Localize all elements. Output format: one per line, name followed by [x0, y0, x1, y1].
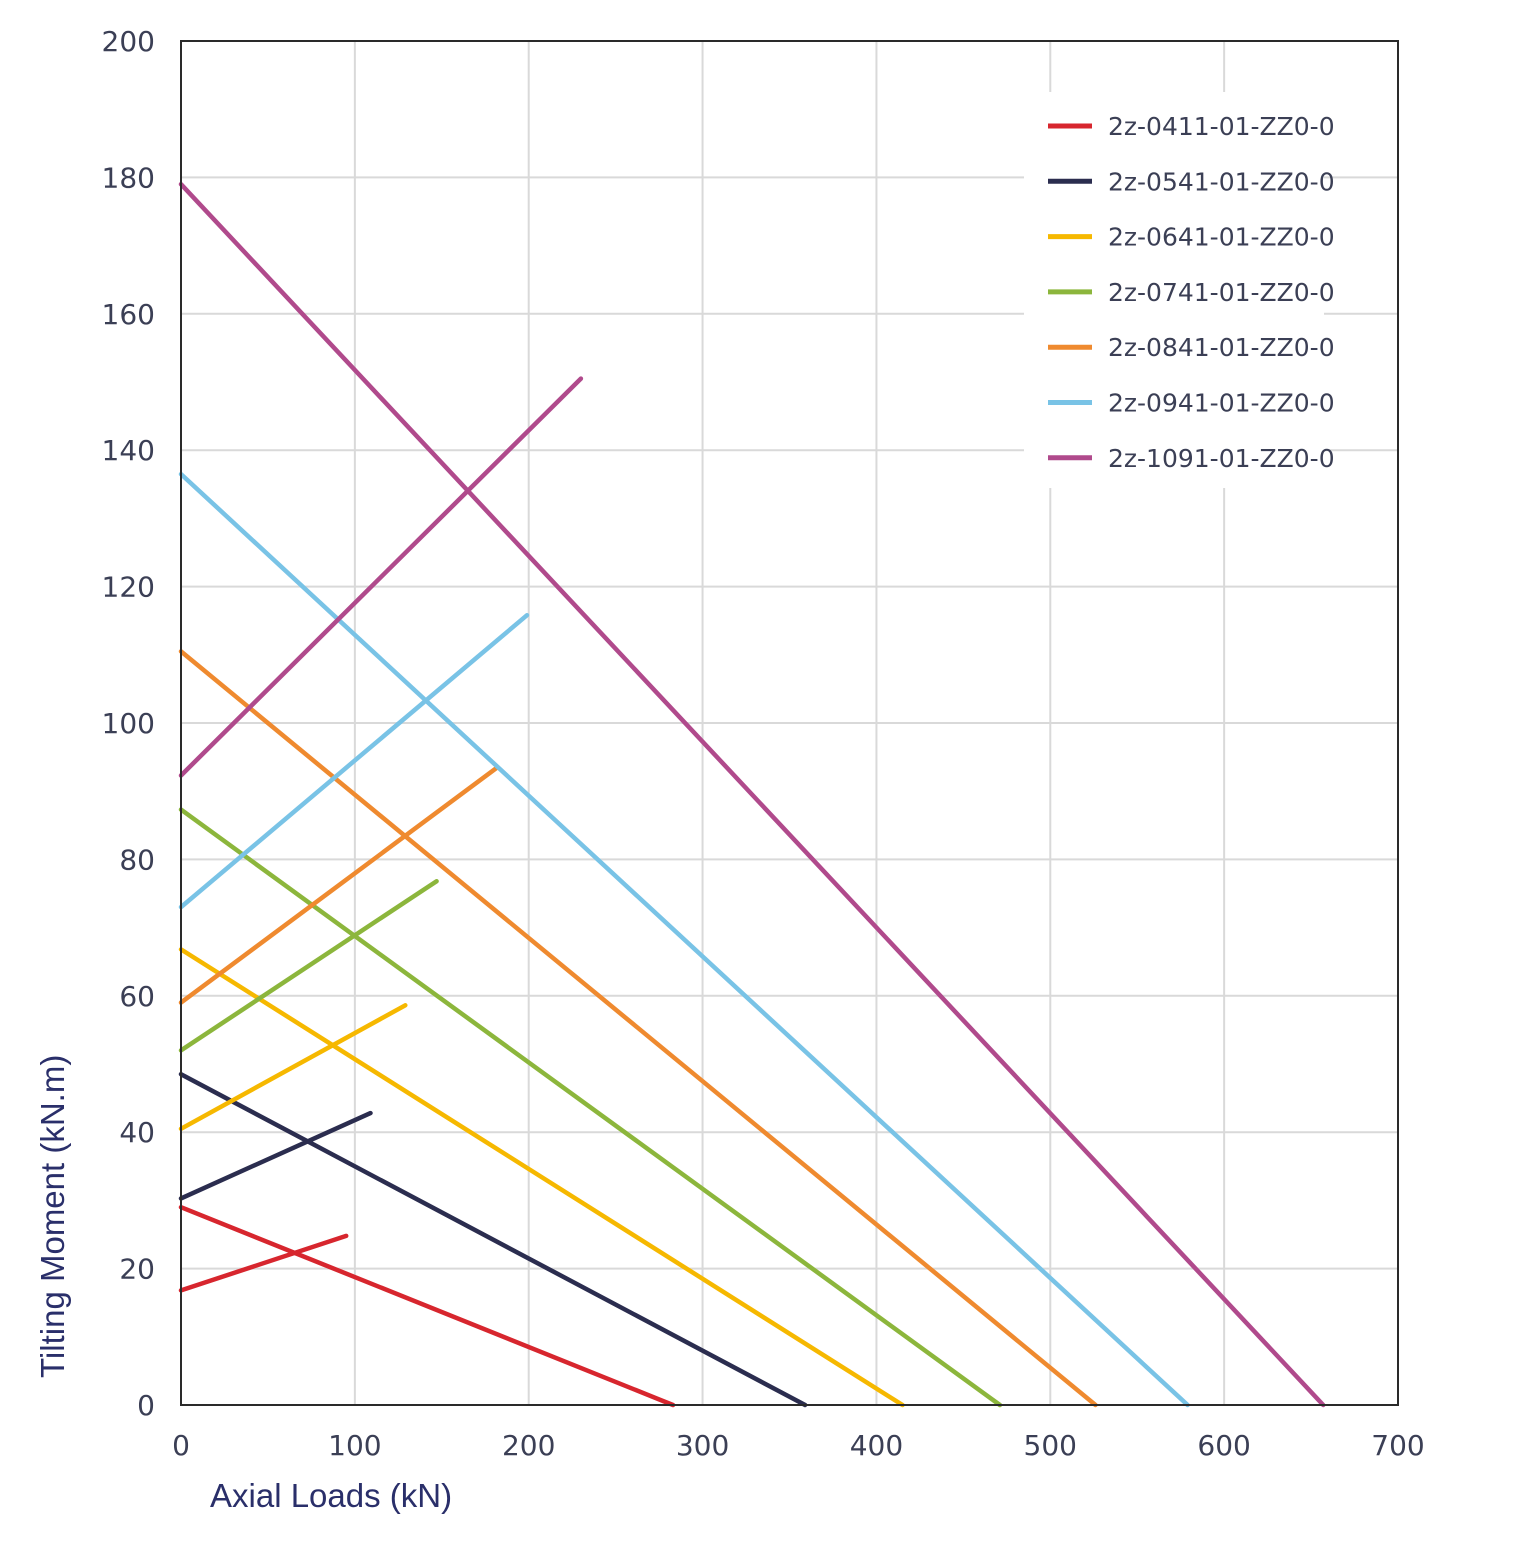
x-tick-label: 0	[172, 1429, 190, 1462]
x-axis-title: Axial Loads (kN)	[210, 1477, 452, 1514]
series-line-2z-0841-01-ZZ0-0	[178, 649, 1098, 1408]
legend: 2z-0411-01-ZZ0-0 2z-0541-01-ZZ0-0 2z-0641-…	[1024, 92, 1335, 488]
plot-frame	[180, 40, 1399, 1406]
x-tick-labels: 0 100 200 300 400 500 600 700	[172, 1429, 1425, 1462]
y-tick-label: 200	[102, 25, 155, 58]
legend-label: 2z-0411-01-ZZ0-0	[1108, 112, 1335, 141]
series-line-2z-0411-01-ZZ0-0	[178, 1233, 349, 1293]
x-tick-label: 200	[502, 1429, 555, 1462]
series-line-2z-0411-01-ZZ0-0	[178, 1204, 676, 1408]
y-tick-label: 60	[119, 980, 155, 1013]
x-tick-label: 500	[1024, 1429, 1077, 1462]
legend-label: 2z-0841-01-ZZ0-0	[1108, 333, 1335, 362]
series-line-2z-0741-01-ZZ0-0	[178, 878, 439, 1053]
series-line-2z-1091-01-ZZ0-0	[178, 376, 584, 778]
y-tick-label: 40	[119, 1116, 155, 1149]
series-line-2z-0841-01-ZZ0-0	[178, 765, 500, 1005]
x-tick-label: 600	[1197, 1429, 1250, 1462]
legend-label: 2z-0541-01-ZZ0-0	[1108, 167, 1335, 196]
y-axis-title: Tilting Moment (kN.m)	[34, 1055, 71, 1378]
series-line-2z-0941-01-ZZ0-0	[178, 471, 1190, 1408]
legend-label: 2z-0941-01-ZZ0-0	[1108, 389, 1335, 418]
y-tick-label: 0	[137, 1389, 155, 1422]
series-line-2z-0741-01-ZZ0-0	[178, 807, 1003, 1408]
y-tick-label: 140	[102, 434, 155, 467]
y-tick-label: 100	[102, 707, 155, 740]
y-tick-label: 20	[119, 1253, 155, 1286]
series-line-2z-0541-01-ZZ0-0	[178, 1071, 808, 1408]
legend-label: 2z-1091-01-ZZ0-0	[1108, 444, 1335, 473]
y-tick-label: 160	[102, 298, 155, 331]
series-line-2z-0541-01-ZZ0-0	[178, 1110, 373, 1201]
y-tick-label: 80	[119, 843, 155, 876]
x-tick-label: 100	[328, 1429, 381, 1462]
series-line-2z-0641-01-ZZ0-0	[178, 1003, 408, 1132]
series-line-2z-1091-01-ZZ0-0	[178, 181, 1326, 1408]
y-tick-label: 180	[102, 161, 155, 194]
y-tick-label: 120	[102, 571, 155, 604]
legend-label: 2z-0641-01-ZZ0-0	[1108, 223, 1335, 252]
x-tick-label: 700	[1371, 1429, 1424, 1462]
x-tick-label: 400	[850, 1429, 903, 1462]
series-line-2z-0941-01-ZZ0-0	[178, 612, 530, 910]
y-tick-labels: 0 20 40 60 80 100 120 140 160 180 200	[102, 25, 155, 1422]
x-tick-label: 300	[676, 1429, 729, 1462]
legend-label: 2z-0741-01-ZZ0-0	[1108, 278, 1335, 307]
series-lines	[178, 181, 1326, 1408]
series-line-2z-0641-01-ZZ0-0	[178, 947, 905, 1408]
